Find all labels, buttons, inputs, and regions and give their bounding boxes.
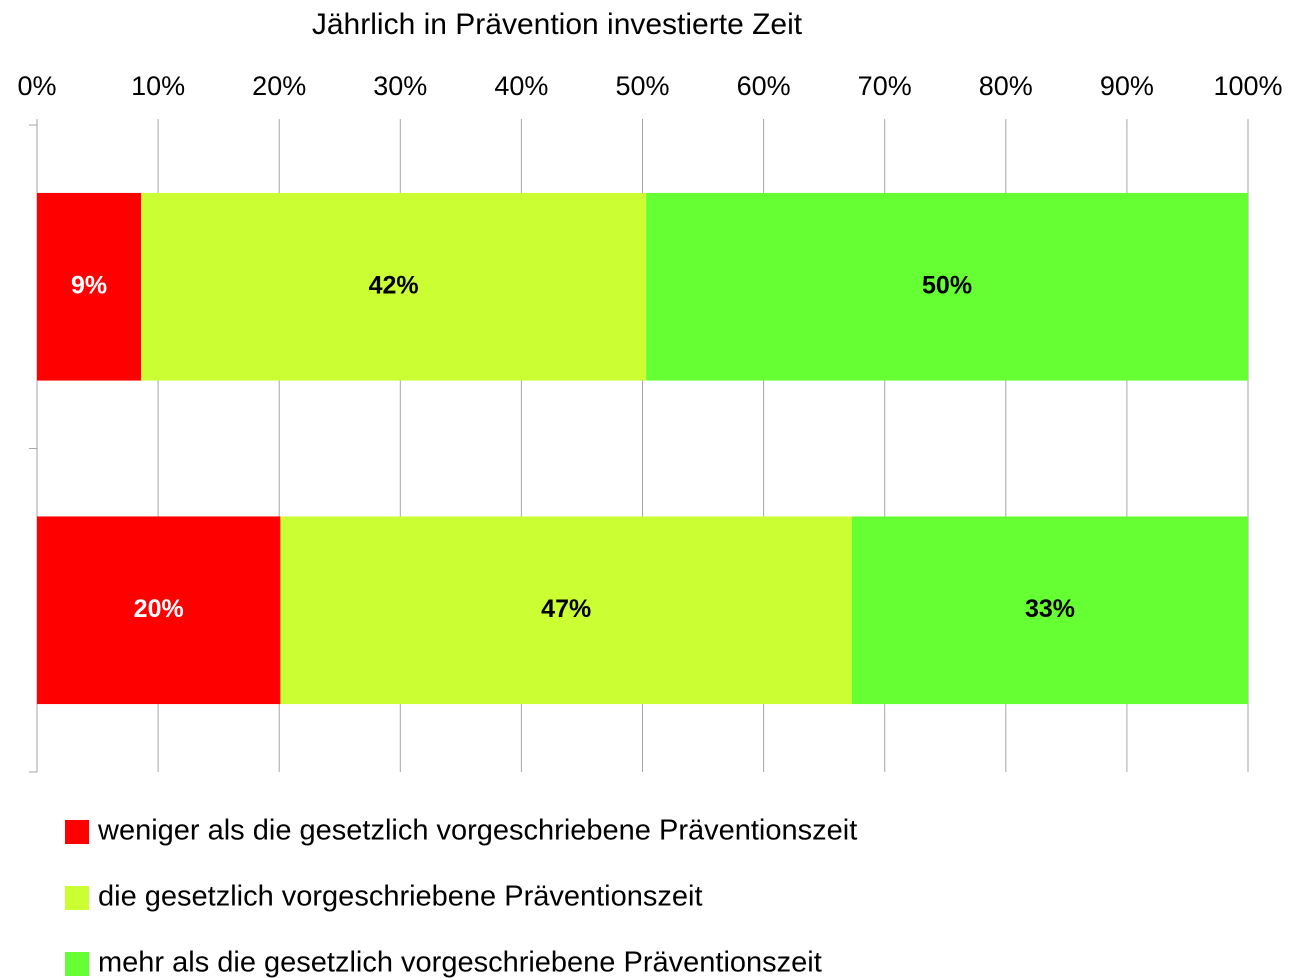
x-tick-label: 60% xyxy=(737,71,791,101)
x-tick-label: 70% xyxy=(858,71,912,101)
data-label: 50% xyxy=(922,271,972,299)
data-label: 42% xyxy=(369,271,419,299)
bar-segment xyxy=(37,192,142,381)
legend-swatch xyxy=(65,886,89,910)
legend-label: weniger als die gesetzlich vorgeschriebe… xyxy=(97,815,857,847)
chart-title: Jährlich in Prävention investierte Zeit xyxy=(312,8,803,41)
legend-label: die gesetzlich vorgeschriebene Präventio… xyxy=(98,881,703,913)
bar-segment xyxy=(646,192,1248,381)
x-tick-label: 40% xyxy=(494,71,548,101)
data-label: 9% xyxy=(71,271,107,299)
bar-segment xyxy=(141,192,647,381)
x-tick-label: 0% xyxy=(17,71,56,101)
x-tick-label: 10% xyxy=(131,71,185,101)
data-label: 33% xyxy=(1025,595,1075,623)
legend-swatch xyxy=(65,820,89,844)
x-tick-label: 30% xyxy=(373,71,427,101)
x-tick-label: 50% xyxy=(615,71,669,101)
x-tick-label: 90% xyxy=(1100,71,1154,101)
legend-swatch xyxy=(65,952,89,976)
data-label: 20% xyxy=(134,595,184,623)
x-tick-label: 20% xyxy=(252,71,306,101)
data-label: 47% xyxy=(541,595,591,623)
bar-segment xyxy=(852,516,1248,705)
x-tick-label: 100% xyxy=(1213,71,1282,101)
x-tick-label: 80% xyxy=(979,71,1033,101)
bar-segment xyxy=(37,516,281,705)
legend-label: mehr als die gesetzlich vorgeschriebene … xyxy=(98,947,822,978)
bar-segment xyxy=(280,516,853,705)
